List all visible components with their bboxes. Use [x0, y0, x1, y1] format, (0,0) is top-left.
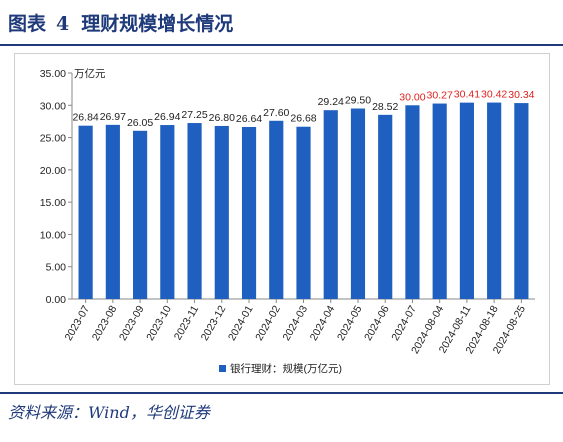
- bar: [214, 125, 229, 299]
- bar: [378, 114, 393, 299]
- bar: [432, 103, 447, 299]
- y-tick-label: 30.00: [40, 100, 66, 112]
- legend-swatch: [219, 365, 226, 372]
- bar: [133, 130, 148, 299]
- y-tick-label: 10.00: [40, 229, 66, 241]
- bar: [241, 126, 257, 299]
- data-label: 26.94: [154, 111, 180, 123]
- y-tick-label: 35.00: [40, 68, 66, 80]
- data-label: 26.97: [100, 111, 126, 123]
- data-label: 30.27: [427, 90, 453, 102]
- data-label: 26.64: [236, 113, 262, 125]
- data-label: 27.25: [181, 109, 207, 121]
- x-tick-label: 2023-09: [117, 303, 147, 343]
- y-tick-label: 15.00: [40, 197, 66, 209]
- source-note: 资料来源：Wind，华创证券: [8, 403, 210, 422]
- bar: [487, 102, 502, 299]
- data-label: 27.60: [263, 107, 289, 119]
- figure-title-text: 理财规模增长情况: [81, 13, 234, 35]
- data-label: 28.52: [372, 101, 398, 113]
- top-rule: [0, 44, 563, 46]
- x-tick-label: 2024-06: [362, 303, 392, 343]
- bar: [350, 108, 366, 299]
- y-tick-label: 0.00: [46, 294, 67, 306]
- bar: [405, 105, 420, 300]
- x-tick-label: 2024-03: [280, 303, 310, 343]
- x-tick-label: 2024-01: [226, 303, 256, 343]
- data-label: 29.24: [318, 96, 344, 108]
- bar: [514, 103, 529, 299]
- bar: [323, 110, 338, 299]
- data-label: 30.00: [399, 91, 425, 103]
- x-tick-label: 2023-11: [172, 303, 201, 342]
- bar: [296, 126, 311, 300]
- x-tick-label: 2023-10: [144, 303, 174, 343]
- x-tick-label: 2024-05: [335, 303, 365, 343]
- x-tick-label: 2023-07: [63, 303, 93, 343]
- data-label: 30.34: [508, 89, 534, 101]
- bar: [78, 125, 93, 300]
- y-tick-label: 25.00: [40, 133, 66, 145]
- figure-title: 图表 4 理财规模增长情况: [8, 10, 233, 38]
- data-label: 30.41: [454, 89, 480, 101]
- x-tick-label: 2024-04: [308, 303, 338, 343]
- bar: [160, 125, 175, 299]
- data-label: 30.42: [481, 89, 507, 101]
- chart-frame: 0.00 5.00 10.00 15.00 20.00 25.00 30.00 35.00 万亿…: [14, 53, 550, 385]
- data-label: 29.50: [345, 95, 371, 107]
- bar: [187, 123, 202, 300]
- x-tick-label: 2024-07: [389, 303, 419, 343]
- x-tick-label: 2024-02: [253, 303, 283, 343]
- data-label: 26.80: [209, 112, 235, 124]
- figure-label: 图表: [8, 13, 47, 35]
- data-label: 26.84: [72, 112, 98, 124]
- data-label: 26.68: [290, 113, 316, 125]
- bottom-rule: [0, 392, 563, 394]
- legend-label: 银行理财：规模(万亿元): [230, 362, 342, 375]
- data-label: 26.05: [127, 117, 153, 129]
- bar: [269, 120, 284, 299]
- figure-number: 4: [56, 13, 70, 35]
- x-tick-label: 2023-12: [199, 303, 229, 343]
- bar: [459, 102, 474, 299]
- y-unit-label: 万亿元: [74, 67, 106, 80]
- bar: [105, 124, 120, 299]
- bar-chart: 0.00 5.00 10.00 15.00 20.00 25.00 30.00 35.00 万亿…: [40, 67, 535, 375]
- y-tick-label: 5.00: [46, 262, 67, 274]
- y-tick-label: 20.00: [40, 165, 66, 177]
- x-tick-label: 2023-08: [90, 303, 120, 343]
